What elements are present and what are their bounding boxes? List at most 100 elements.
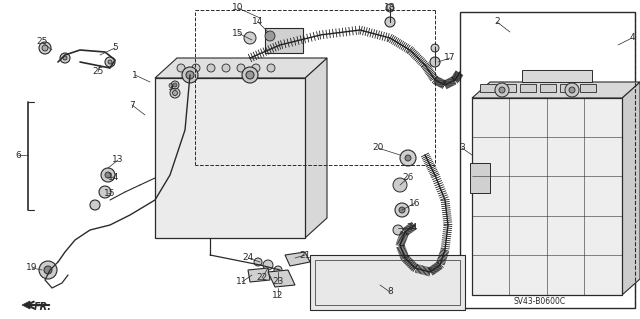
Text: 21: 21 <box>300 250 310 259</box>
Circle shape <box>186 71 194 79</box>
Circle shape <box>395 203 409 217</box>
Text: 14: 14 <box>108 173 120 182</box>
Circle shape <box>44 266 52 274</box>
Bar <box>560 84 576 92</box>
Bar <box>265 28 303 53</box>
Text: 25: 25 <box>92 68 104 77</box>
Circle shape <box>42 45 48 51</box>
Text: 5: 5 <box>112 43 118 53</box>
Circle shape <box>405 155 411 161</box>
Circle shape <box>263 260 273 270</box>
Text: 24: 24 <box>406 224 418 233</box>
Text: 6: 6 <box>15 151 21 160</box>
Circle shape <box>99 186 111 198</box>
Circle shape <box>399 207 405 213</box>
Circle shape <box>242 67 258 83</box>
Text: 17: 17 <box>444 54 456 63</box>
Text: 7: 7 <box>129 100 135 109</box>
Bar <box>480 84 496 92</box>
Text: 4: 4 <box>629 33 635 42</box>
Circle shape <box>431 44 439 52</box>
Polygon shape <box>155 58 327 78</box>
Polygon shape <box>285 252 310 266</box>
Circle shape <box>182 67 198 83</box>
Circle shape <box>173 91 177 95</box>
Text: 15: 15 <box>232 28 244 38</box>
Bar <box>472 98 622 295</box>
Circle shape <box>171 81 179 89</box>
Polygon shape <box>22 301 30 309</box>
Text: 25: 25 <box>36 38 48 47</box>
Circle shape <box>274 266 282 274</box>
Text: 9: 9 <box>167 84 173 93</box>
Circle shape <box>244 32 256 44</box>
Circle shape <box>565 83 579 97</box>
Circle shape <box>252 64 260 72</box>
Circle shape <box>101 168 115 182</box>
Text: 26: 26 <box>403 174 413 182</box>
Bar <box>540 84 556 92</box>
Circle shape <box>386 4 394 12</box>
Text: 19: 19 <box>26 263 38 272</box>
Bar <box>315 260 460 305</box>
Text: 3: 3 <box>459 144 465 152</box>
Bar <box>580 84 596 92</box>
Circle shape <box>63 56 67 60</box>
Text: 14: 14 <box>252 18 264 26</box>
Circle shape <box>105 172 111 178</box>
Polygon shape <box>268 270 295 287</box>
Text: 20: 20 <box>372 144 384 152</box>
Circle shape <box>393 225 403 235</box>
Circle shape <box>60 53 70 63</box>
Circle shape <box>385 17 395 27</box>
Circle shape <box>177 64 185 72</box>
Circle shape <box>569 87 575 93</box>
Text: 23: 23 <box>272 278 284 286</box>
Circle shape <box>254 258 262 266</box>
Circle shape <box>430 57 440 67</box>
Polygon shape <box>248 268 270 282</box>
Circle shape <box>39 261 57 279</box>
Text: 2: 2 <box>494 18 500 26</box>
Circle shape <box>207 64 215 72</box>
Text: 8: 8 <box>387 287 393 296</box>
Circle shape <box>265 31 275 41</box>
Text: FR.: FR. <box>34 302 52 312</box>
Circle shape <box>237 64 245 72</box>
Text: 22: 22 <box>257 273 268 283</box>
Bar <box>520 84 536 92</box>
Circle shape <box>499 87 505 93</box>
Circle shape <box>400 150 416 166</box>
Polygon shape <box>622 82 640 295</box>
Text: SV43-B0600C: SV43-B0600C <box>514 298 566 307</box>
Text: 18: 18 <box>384 4 396 12</box>
Circle shape <box>108 60 112 64</box>
Circle shape <box>170 88 180 98</box>
Text: 13: 13 <box>112 155 124 165</box>
Circle shape <box>267 64 275 72</box>
Circle shape <box>246 71 254 79</box>
Bar <box>500 84 516 92</box>
Bar <box>310 255 465 310</box>
Text: 11: 11 <box>236 278 248 286</box>
Text: 12: 12 <box>272 291 284 300</box>
Text: 10: 10 <box>232 4 244 12</box>
Circle shape <box>192 64 200 72</box>
Polygon shape <box>472 82 640 98</box>
Circle shape <box>173 83 177 87</box>
Bar <box>470 163 490 193</box>
Circle shape <box>495 83 509 97</box>
Bar <box>155 78 305 238</box>
Bar <box>460 12 635 308</box>
Circle shape <box>222 64 230 72</box>
Polygon shape <box>305 58 327 238</box>
Text: 24: 24 <box>243 254 253 263</box>
Text: 16: 16 <box>409 198 420 207</box>
Circle shape <box>90 200 100 210</box>
Circle shape <box>393 178 407 192</box>
Text: 15: 15 <box>104 189 116 197</box>
Circle shape <box>105 57 115 67</box>
Circle shape <box>39 42 51 54</box>
Bar <box>522 70 592 82</box>
Text: 1: 1 <box>132 70 138 79</box>
